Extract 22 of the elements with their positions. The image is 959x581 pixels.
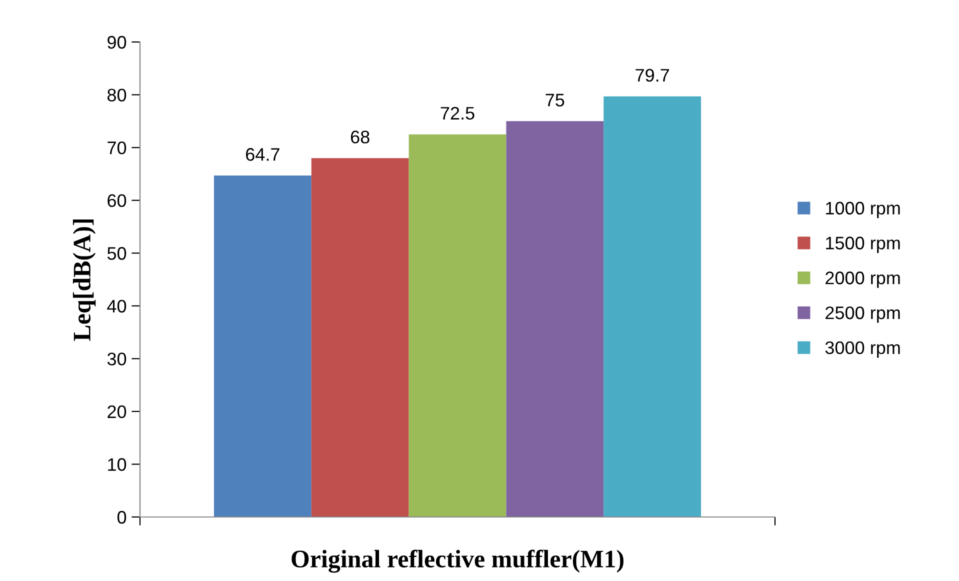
data-label: 72.5	[440, 106, 474, 120]
data-label: 68	[350, 130, 370, 144]
legend-label: 1500 rpm	[826, 236, 900, 254]
y-tick-label: 40	[107, 300, 126, 313]
y-tick-label: 10	[108, 458, 126, 471]
data-label: 75	[546, 94, 564, 106]
legend-label: 1000 rpm	[826, 202, 900, 218]
legend-label: 2000 rpm	[826, 272, 900, 288]
data-label: 64.7	[246, 148, 280, 161]
y-tick-label: 90	[108, 36, 126, 49]
x-axis-title: Original reflective muffler(M1)	[292, 550, 624, 573]
y-axis-title: Leq[dB(A)]	[72, 220, 96, 341]
y-tick-label: 70	[108, 141, 126, 154]
y-tick-label: 50	[107, 247, 126, 260]
legend-label: 3000 rpm	[825, 341, 900, 358]
y-tick-label: 80	[108, 88, 126, 102]
y-tick-label: 60	[108, 194, 126, 208]
legend-label: 2500 rpm	[826, 306, 900, 323]
y-tick-label: 0	[117, 510, 126, 524]
data-label: 79.7	[636, 68, 669, 82]
y-tick-label: 20	[108, 405, 126, 418]
y-tick-label: 30	[107, 352, 126, 366]
